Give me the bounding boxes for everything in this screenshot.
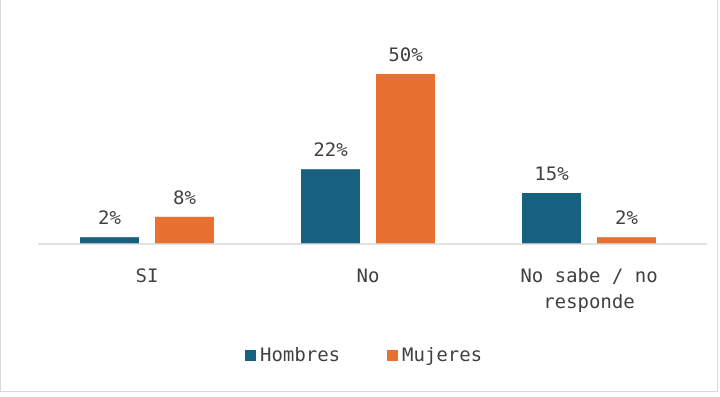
plot-area: 2% 8% 22% 50% 15% 2% [80, 44, 656, 244]
data-label-hombres-2: 15% [534, 163, 569, 185]
bar-mujeres-1 [376, 74, 435, 244]
bar-hombres-1 [301, 169, 360, 244]
legend-swatch-hombres [245, 350, 256, 361]
legend-swatch-mujeres [387, 350, 398, 361]
category-label-1-line-0: No [357, 265, 380, 287]
category-label-2-line-1: responde [543, 291, 635, 313]
legend-label-mujeres: Mujeres [402, 344, 482, 366]
category-label-2-line-0: No sabe / no [520, 265, 657, 287]
bar-mujeres-0 [155, 216, 214, 244]
category-labels: SI No No sabe / no responde [136, 265, 658, 313]
data-label-mujeres-2: 2% [615, 207, 638, 229]
bar-hombres-0 [80, 237, 139, 244]
legend: Hombres Mujeres [245, 344, 482, 366]
data-label-hombres-0: 2% [98, 207, 121, 229]
data-label-mujeres-1: 50% [388, 44, 423, 66]
bar-mujeres-2 [597, 237, 656, 244]
data-label-hombres-1: 22% [313, 139, 348, 161]
legend-label-hombres: Hombres [260, 344, 340, 366]
category-label-0-line-0: SI [136, 265, 159, 287]
bar-hombres-2 [522, 193, 581, 244]
data-label-mujeres-0: 8% [173, 187, 196, 209]
